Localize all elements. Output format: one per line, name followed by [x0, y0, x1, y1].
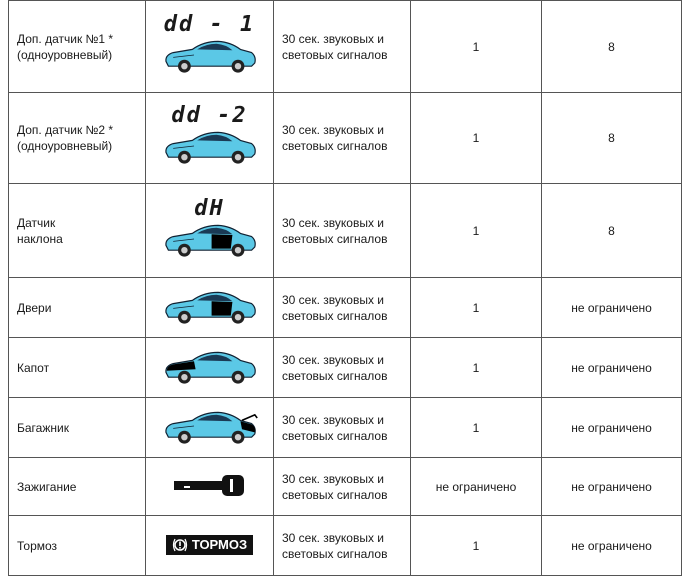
- row: Доп. датчик №2 * (одноуровневый) dd -2 30 …: [8, 92, 682, 184]
- signal: 30 сек. звуковых и световых сигналов: [273, 397, 411, 458]
- brake-badge: ТОРМОЗ: [165, 535, 254, 555]
- count: 1: [410, 183, 542, 278]
- limit: 8: [541, 183, 682, 278]
- car-icon: [162, 286, 258, 326]
- limit: 8: [541, 92, 682, 184]
- count: 1: [410, 92, 542, 184]
- row: Тормоз ТОРМОЗ 30 сек. звуковых и световых …: [8, 515, 682, 576]
- display-code: dd -2: [171, 103, 248, 128]
- sensor-name: Капот: [8, 337, 146, 398]
- count: 1: [410, 397, 542, 458]
- sensor-name: Доп. датчик №2 * (одноуровневый): [8, 92, 146, 184]
- limit: не ограничено: [541, 457, 682, 516]
- icon-cell: dd - 1: [145, 0, 274, 93]
- row: Багажник 30 сек. звуковых и световых сигн…: [8, 397, 682, 458]
- icon-cell: dd -2: [145, 92, 274, 184]
- key-icon: [173, 474, 244, 496]
- row: Зажигание 30 сек. звуковых и световых сиг…: [8, 457, 682, 516]
- icon-cell: [145, 277, 274, 338]
- icon-cell: ТОРМОЗ: [145, 515, 274, 576]
- signal: 30 сек. звуковых и световых сигналов: [273, 0, 411, 93]
- car-icon: [162, 35, 258, 75]
- car-icon: [162, 406, 258, 446]
- signal: 30 сек. звуковых и световых сигналов: [273, 183, 411, 278]
- limit: не ограничено: [541, 397, 682, 458]
- car-icon: [162, 126, 258, 166]
- count: 1: [410, 337, 542, 398]
- limit: не ограничено: [541, 337, 682, 398]
- signal: 30 сек. звуковых и световых сигналов: [273, 515, 411, 576]
- table: Доп. датчик №1 * (одноуровневый) dd - 1 30…: [8, 0, 682, 576]
- sensor-name: Доп. датчик №1 * (одноуровневый): [8, 0, 146, 93]
- row: Датчик наклона dH 30 сек. звуковых и свето…: [8, 183, 682, 278]
- badge-text: ТОРМОЗ: [191, 537, 248, 552]
- display-code: dH: [194, 195, 225, 221]
- row: Капот 30 сек. звуковых и световых сигнало…: [8, 337, 682, 398]
- row: Двери 30 сек. звуковых и световых сигнало…: [8, 277, 682, 338]
- icon-cell: [145, 457, 274, 516]
- count: 1: [410, 277, 542, 338]
- signal: 30 сек. звуковых и световых сигналов: [273, 337, 411, 398]
- sensor-name: Зажигание: [8, 457, 146, 516]
- sensor-name: Датчик наклона: [8, 183, 146, 278]
- sensor-name: Двери: [8, 277, 146, 338]
- row: Доп. датчик №1 * (одноуровневый) dd - 1 30…: [8, 0, 682, 93]
- sensor-name: Тормоз: [8, 515, 146, 576]
- limit: не ограничено: [541, 515, 682, 576]
- signal: 30 сек. звуковых и световых сигналов: [273, 277, 411, 338]
- car-icon: [162, 219, 258, 259]
- count: не ограничено: [410, 457, 542, 516]
- count: 1: [410, 515, 542, 576]
- icon-cell: dH: [145, 183, 274, 278]
- car-icon: [162, 346, 258, 386]
- sensor-name: Багажник: [8, 397, 146, 458]
- signal: 30 сек. звуковых и световых сигналов: [273, 457, 411, 516]
- display-code: dd - 1: [163, 11, 256, 37]
- signal: 30 сек. звуковых и световых сигналов: [273, 92, 411, 184]
- limit: 8: [541, 0, 682, 93]
- count: 1: [410, 0, 542, 93]
- icon-cell: [145, 397, 274, 458]
- icon-cell: [145, 337, 274, 398]
- warning-icon: [172, 538, 187, 552]
- limit: не ограничено: [541, 277, 682, 338]
